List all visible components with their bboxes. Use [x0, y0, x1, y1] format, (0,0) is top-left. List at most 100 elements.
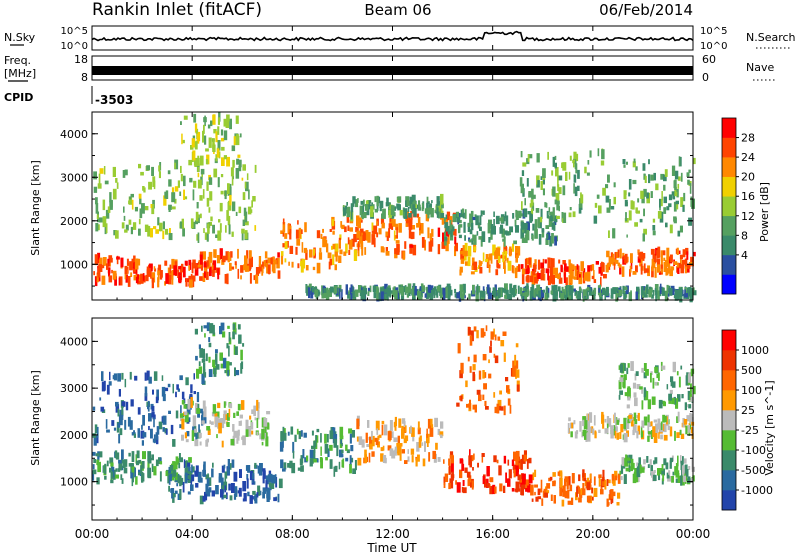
data-cell — [599, 284, 601, 296]
data-cell — [528, 154, 533, 159]
data-cell — [256, 417, 259, 428]
data-cell — [220, 418, 224, 424]
data-cell — [339, 426, 344, 437]
data-cell — [668, 203, 672, 208]
data-cell — [670, 266, 675, 271]
data-cell — [504, 249, 507, 260]
data-cell — [405, 286, 409, 294]
data-cell — [184, 412, 189, 423]
data-cell — [639, 251, 644, 260]
data-cell — [140, 465, 143, 474]
data-cell — [573, 276, 578, 280]
data-cell — [459, 213, 463, 217]
data-cell — [320, 458, 323, 469]
data-cell — [622, 159, 626, 165]
data-cell — [192, 400, 194, 406]
data-cell — [300, 465, 304, 472]
data-cell — [345, 243, 348, 254]
data-cell — [547, 272, 549, 281]
data-cell — [685, 375, 690, 386]
data-cell — [647, 435, 650, 442]
data-cell — [326, 243, 329, 253]
data-cell — [565, 266, 570, 272]
data-cell — [156, 426, 160, 435]
data-cell — [474, 404, 477, 413]
data-cell — [652, 289, 655, 296]
data-cell — [131, 466, 136, 473]
data-cell — [309, 458, 313, 467]
data-cell — [297, 220, 299, 225]
data-cell — [131, 432, 136, 436]
data-cell — [223, 401, 226, 408]
data-cell — [576, 264, 579, 270]
data-cell — [490, 331, 494, 340]
data-cell — [663, 434, 668, 441]
data-cell — [187, 462, 191, 467]
data-cell — [454, 288, 457, 294]
data-cell — [181, 477, 184, 485]
data-cell — [94, 276, 98, 287]
data-cell — [167, 383, 171, 388]
data-cell — [643, 263, 646, 274]
data-cell — [528, 457, 532, 464]
data-cell — [382, 286, 385, 296]
data-cell — [101, 371, 104, 382]
data-cell — [303, 247, 308, 254]
data-cell — [494, 406, 498, 414]
data-cell — [412, 225, 415, 230]
data-cell — [196, 202, 199, 209]
data-cell — [448, 465, 451, 475]
data-cell — [507, 459, 510, 466]
data-cell — [401, 425, 404, 430]
data-cell — [616, 432, 619, 440]
data-cell — [690, 417, 694, 423]
colorbar-swatch — [722, 370, 736, 391]
data-cell — [681, 287, 683, 292]
data-cell — [525, 481, 529, 486]
data-cell — [208, 251, 213, 263]
data-cell — [674, 170, 679, 180]
data-cell — [546, 483, 551, 489]
data-cell — [173, 265, 178, 276]
data-cell — [631, 462, 635, 470]
data-cell — [213, 129, 217, 134]
data-cell — [301, 242, 304, 253]
data-cell — [117, 408, 120, 417]
data-cell — [104, 223, 107, 235]
data-cell — [590, 426, 594, 434]
data-cell — [158, 165, 161, 172]
data-cell — [573, 160, 575, 168]
data-cell — [485, 406, 489, 410]
data-cell — [444, 222, 449, 229]
data-cell — [563, 267, 566, 277]
data-cell — [524, 234, 528, 243]
data-cell — [291, 462, 296, 474]
data-cell — [199, 155, 204, 166]
data-cell — [493, 353, 496, 358]
data-cell — [449, 286, 452, 292]
data-cell — [95, 435, 99, 444]
data-cell — [102, 257, 107, 266]
data-cell — [482, 331, 486, 337]
data-cell — [440, 213, 445, 219]
data-cell — [686, 415, 690, 422]
data-cell — [520, 151, 523, 158]
data-cell — [184, 196, 188, 200]
data-cell — [587, 294, 589, 300]
data-cell — [584, 430, 587, 440]
data-cell — [205, 483, 209, 495]
data-cell — [120, 474, 123, 480]
data-cell — [115, 404, 120, 413]
data-cell — [406, 215, 409, 224]
data-cell — [177, 475, 181, 484]
data-cell — [92, 451, 96, 456]
data-cell — [403, 208, 408, 219]
colorbar-swatch — [722, 450, 736, 471]
data-cell — [142, 415, 145, 426]
data-cell — [497, 399, 502, 406]
data-cell — [366, 456, 369, 463]
data-cell — [624, 253, 628, 264]
data-cell — [233, 471, 238, 482]
data-cell — [676, 371, 679, 376]
data-cell — [628, 465, 631, 473]
